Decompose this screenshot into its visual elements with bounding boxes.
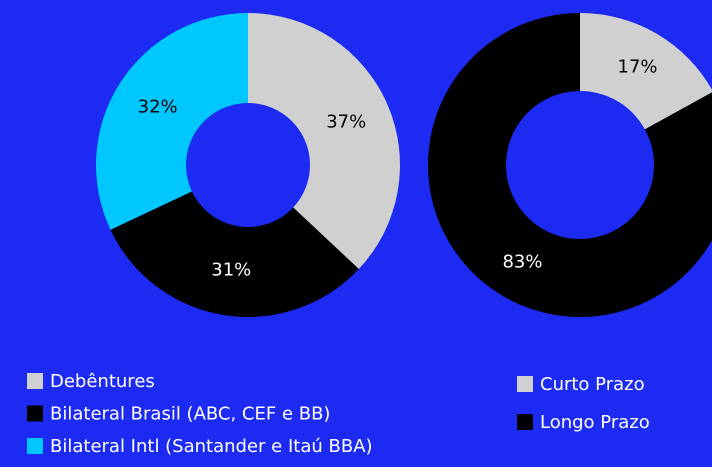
donut-slice (110, 191, 359, 317)
legend-swatch (27, 405, 43, 422)
data-label: 31% (211, 260, 251, 281)
legend-swatch (517, 376, 533, 392)
donut-slice (96, 13, 248, 230)
data-label: 32% (138, 97, 178, 118)
legend-swatch (27, 438, 43, 454)
legend-swatch (517, 414, 533, 430)
legend-label: Curto Prazo (540, 374, 645, 395)
legend-label: Longo Prazo (540, 412, 650, 433)
data-label: 37% (326, 112, 366, 133)
donut-slice (248, 13, 400, 270)
donut-slice (428, 13, 712, 317)
donut-slice (580, 13, 712, 130)
data-label: 83% (502, 251, 542, 272)
legend-swatch (27, 373, 43, 389)
legend-label: Bilateral Intl (Santander e Itaú BBA) (50, 436, 373, 457)
legend-label: Debêntures (50, 371, 155, 392)
legend-label: Bilateral Brasil (ABC, CEF e BB) (50, 404, 330, 425)
data-label: 17% (618, 57, 658, 78)
